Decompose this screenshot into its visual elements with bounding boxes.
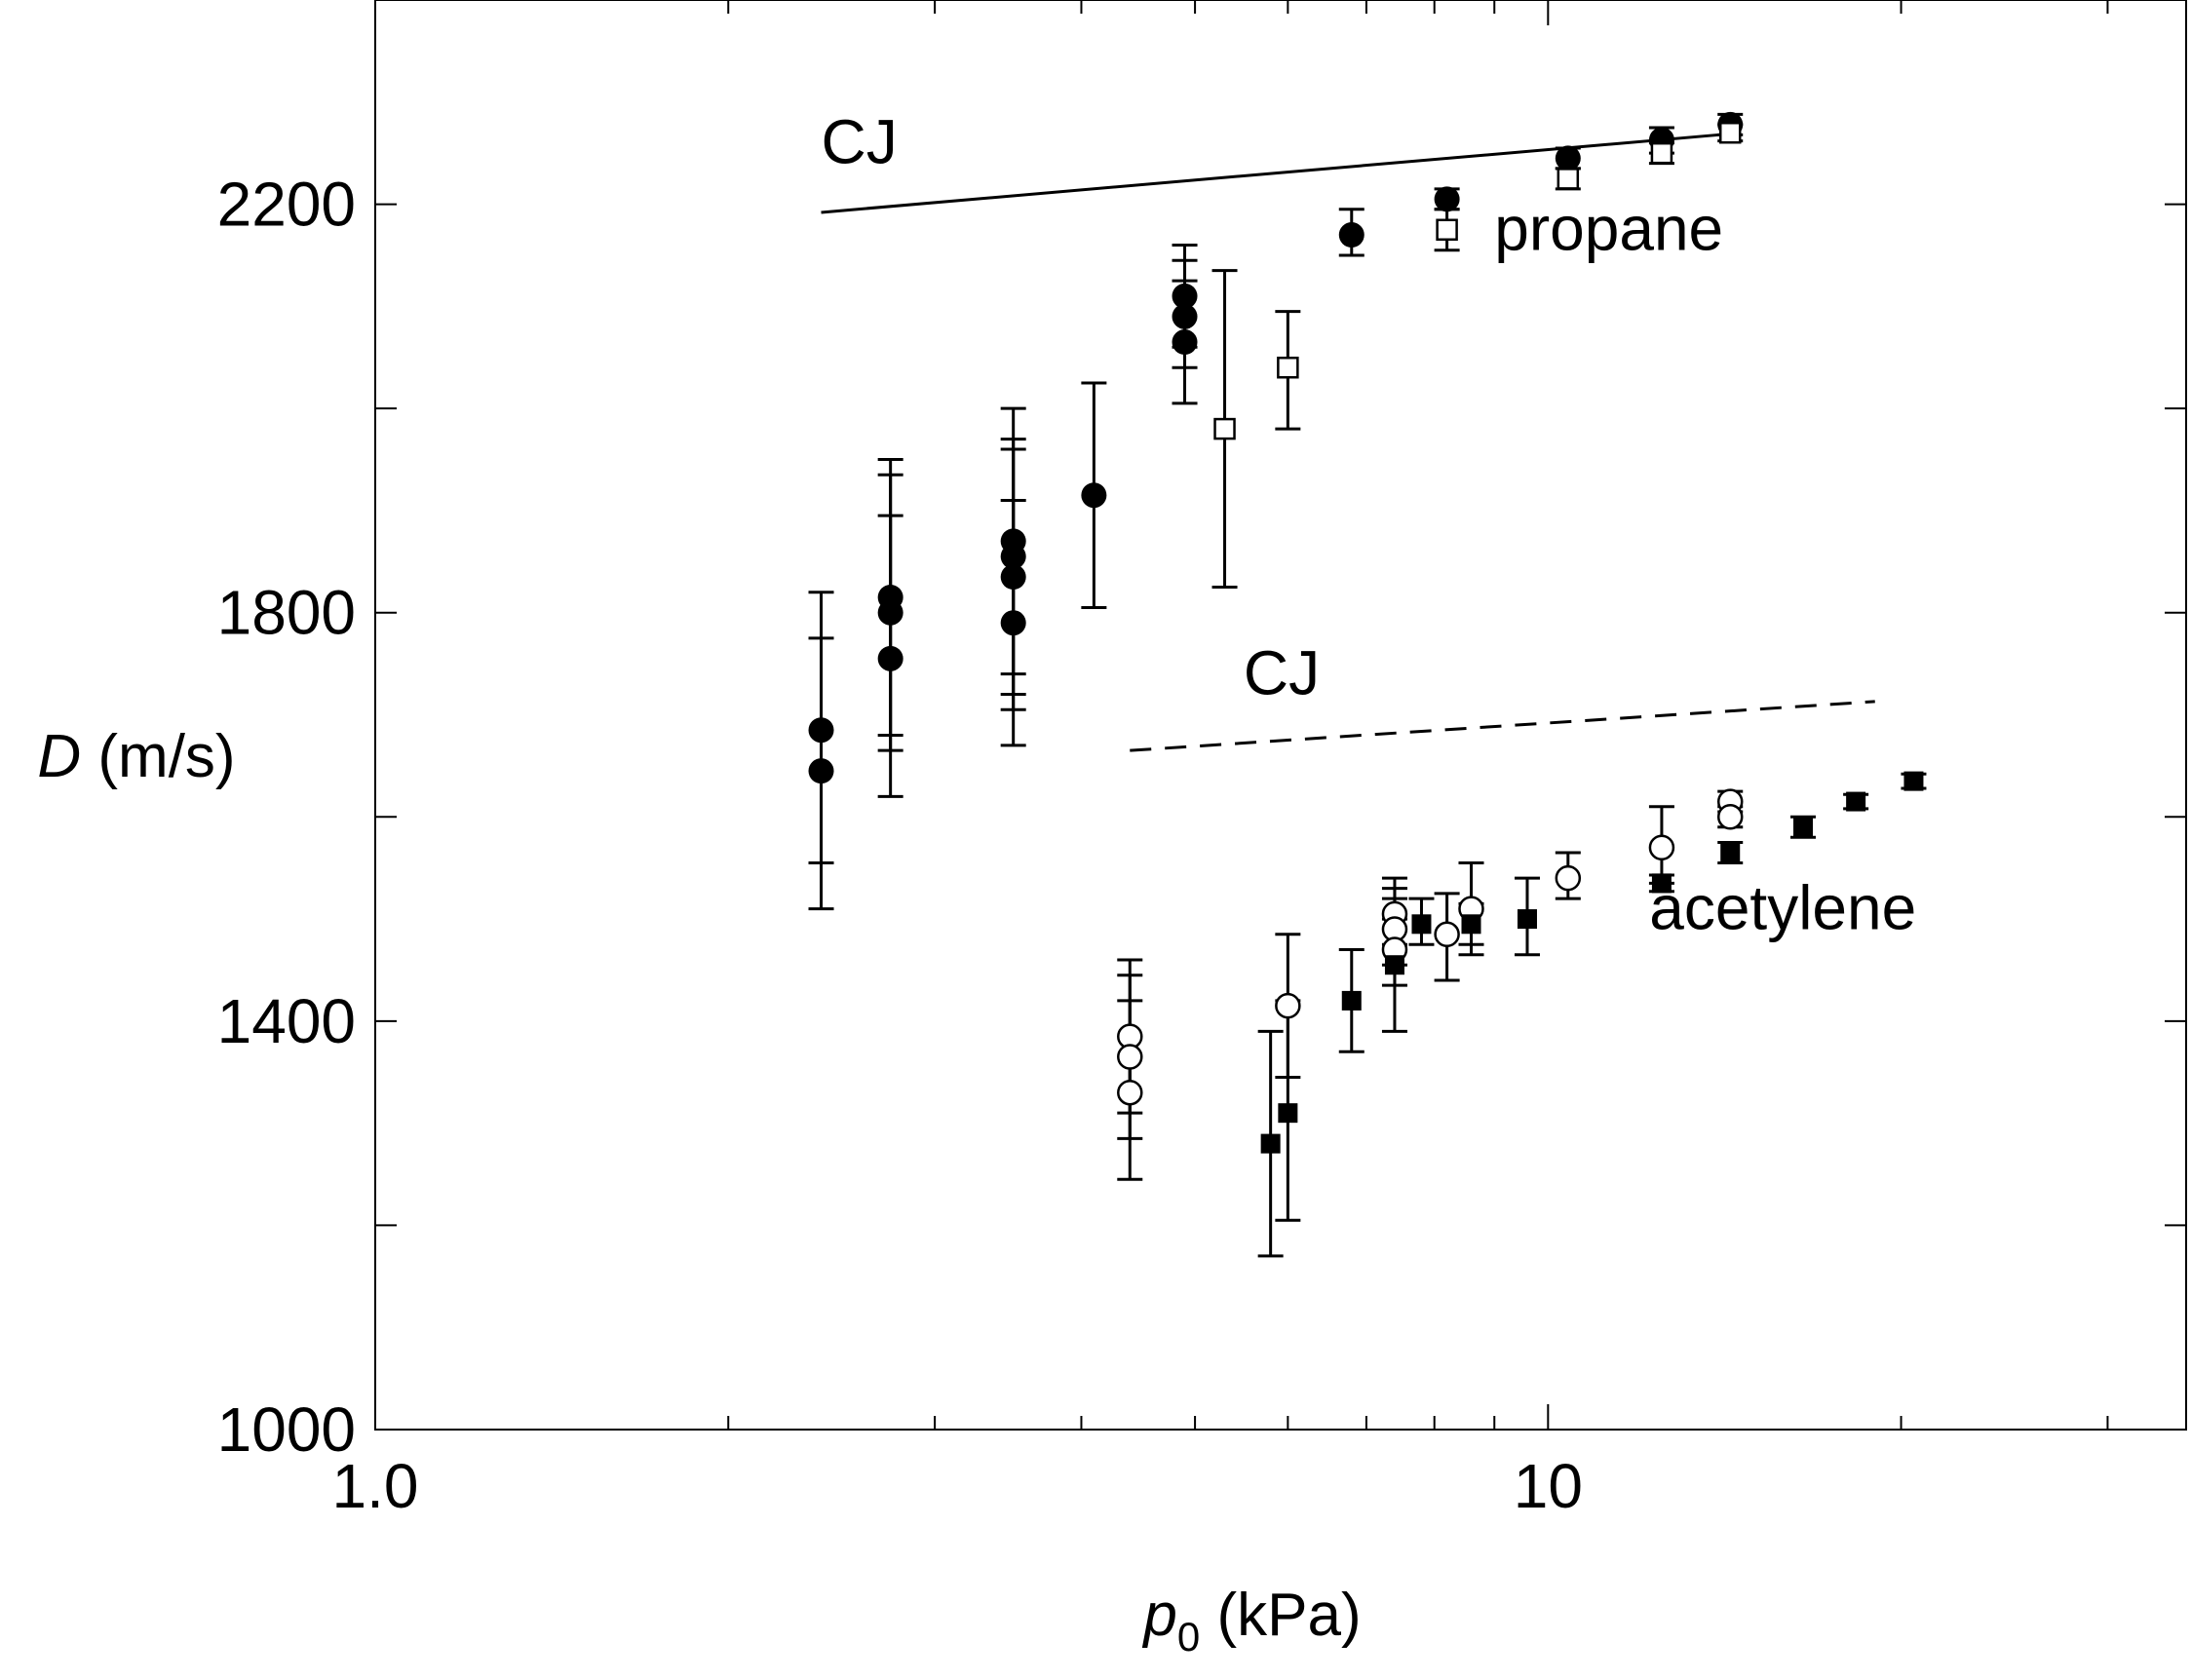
- data-point-open-circle: [1434, 921, 1460, 948]
- y-axis-label: D (m/s): [37, 723, 235, 790]
- data-point-open-circle: [1117, 1044, 1143, 1070]
- data-point-filled-square: [1720, 842, 1741, 862]
- data-point-open-square: [1277, 356, 1299, 379]
- chart-annotation: acetylene: [1649, 873, 1916, 943]
- data-point-filled-square: [1461, 914, 1481, 935]
- data-point-filled-circle: [808, 717, 834, 744]
- plot-frame: [374, 0, 2187, 1431]
- data-point-filled-circle: [808, 758, 834, 784]
- data-point-open-square: [1436, 218, 1458, 242]
- data-point-open-square: [1557, 168, 1580, 190]
- data-point-filled-square: [1517, 909, 1537, 930]
- data-point-open-circle: [1275, 992, 1301, 1019]
- x-axis-label-sub: 0: [1177, 1614, 1200, 1660]
- acetylene-cj-line: [1130, 700, 1875, 752]
- data-point-open-square: [1650, 141, 1673, 165]
- x-axis-label-unit: (kPa): [1200, 1582, 1361, 1649]
- data-point-filled-circle: [877, 599, 903, 626]
- chart-annotation: CJ: [822, 107, 898, 177]
- data-point-filled-square: [1903, 771, 1924, 791]
- tick-labels: 1000 1400 1800 2200 1.0 10: [217, 170, 1583, 1521]
- y-tick-label: 1000: [217, 1394, 356, 1465]
- data-point-filled-square: [1846, 791, 1866, 812]
- chart-annotation: CJ: [1244, 638, 1320, 708]
- data-point-filled-circle: [1081, 482, 1107, 509]
- data-point-filled-square: [1411, 914, 1432, 935]
- data-point-filled-circle: [1000, 544, 1026, 570]
- error-bars: [808, 112, 1927, 1258]
- data-point-filled-square: [1341, 990, 1362, 1011]
- data-point-filled-circle: [1172, 303, 1198, 329]
- data-point-filled-circle: [1172, 329, 1198, 356]
- chart-annotation: propane: [1494, 194, 1723, 264]
- data-point-open-circle: [1648, 834, 1675, 860]
- data-point-filled-circle: [1000, 564, 1026, 591]
- data-point-filled-circle: [1000, 610, 1026, 636]
- y-axis-label-var: D: [37, 723, 81, 790]
- ticks: [374, 0, 2186, 1431]
- data-point-open-square: [1718, 121, 1742, 144]
- data-point-open-circle: [1716, 804, 1744, 830]
- y-tick-label: 1800: [217, 578, 356, 648]
- y-tick-label: 1400: [217, 986, 356, 1056]
- data-point-filled-square: [1260, 1133, 1281, 1154]
- data-markers: [808, 111, 1924, 1154]
- data-point-filled-square: [1793, 817, 1814, 837]
- x-tick-label: 1.0: [332, 1451, 419, 1521]
- data-point-open-square: [1213, 417, 1236, 440]
- data-point-filled-circle: [1434, 186, 1460, 212]
- data-point-open-circle: [1555, 864, 1582, 892]
- data-point-filled-square: [1384, 955, 1404, 975]
- x-tick-label: 10: [1514, 1451, 1583, 1521]
- data-point-filled-square: [1651, 873, 1672, 894]
- x-axis-label-main: p: [1141, 1582, 1176, 1649]
- data-point-open-circle: [1117, 1079, 1143, 1106]
- y-axis-label-unit: (m/s): [81, 723, 235, 790]
- data-point-filled-circle: [1338, 222, 1365, 248]
- x-axis-label: p0 (kPa): [1141, 1582, 1361, 1660]
- data-point-filled-square: [1278, 1103, 1298, 1124]
- y-tick-label: 2200: [217, 170, 356, 240]
- data-point-filled-circle: [877, 645, 903, 671]
- data-point-filled-circle: [1555, 145, 1581, 172]
- annotations: CJ propane CJ acetylene: [822, 107, 1917, 943]
- data-point-filled-circle: [1172, 283, 1198, 309]
